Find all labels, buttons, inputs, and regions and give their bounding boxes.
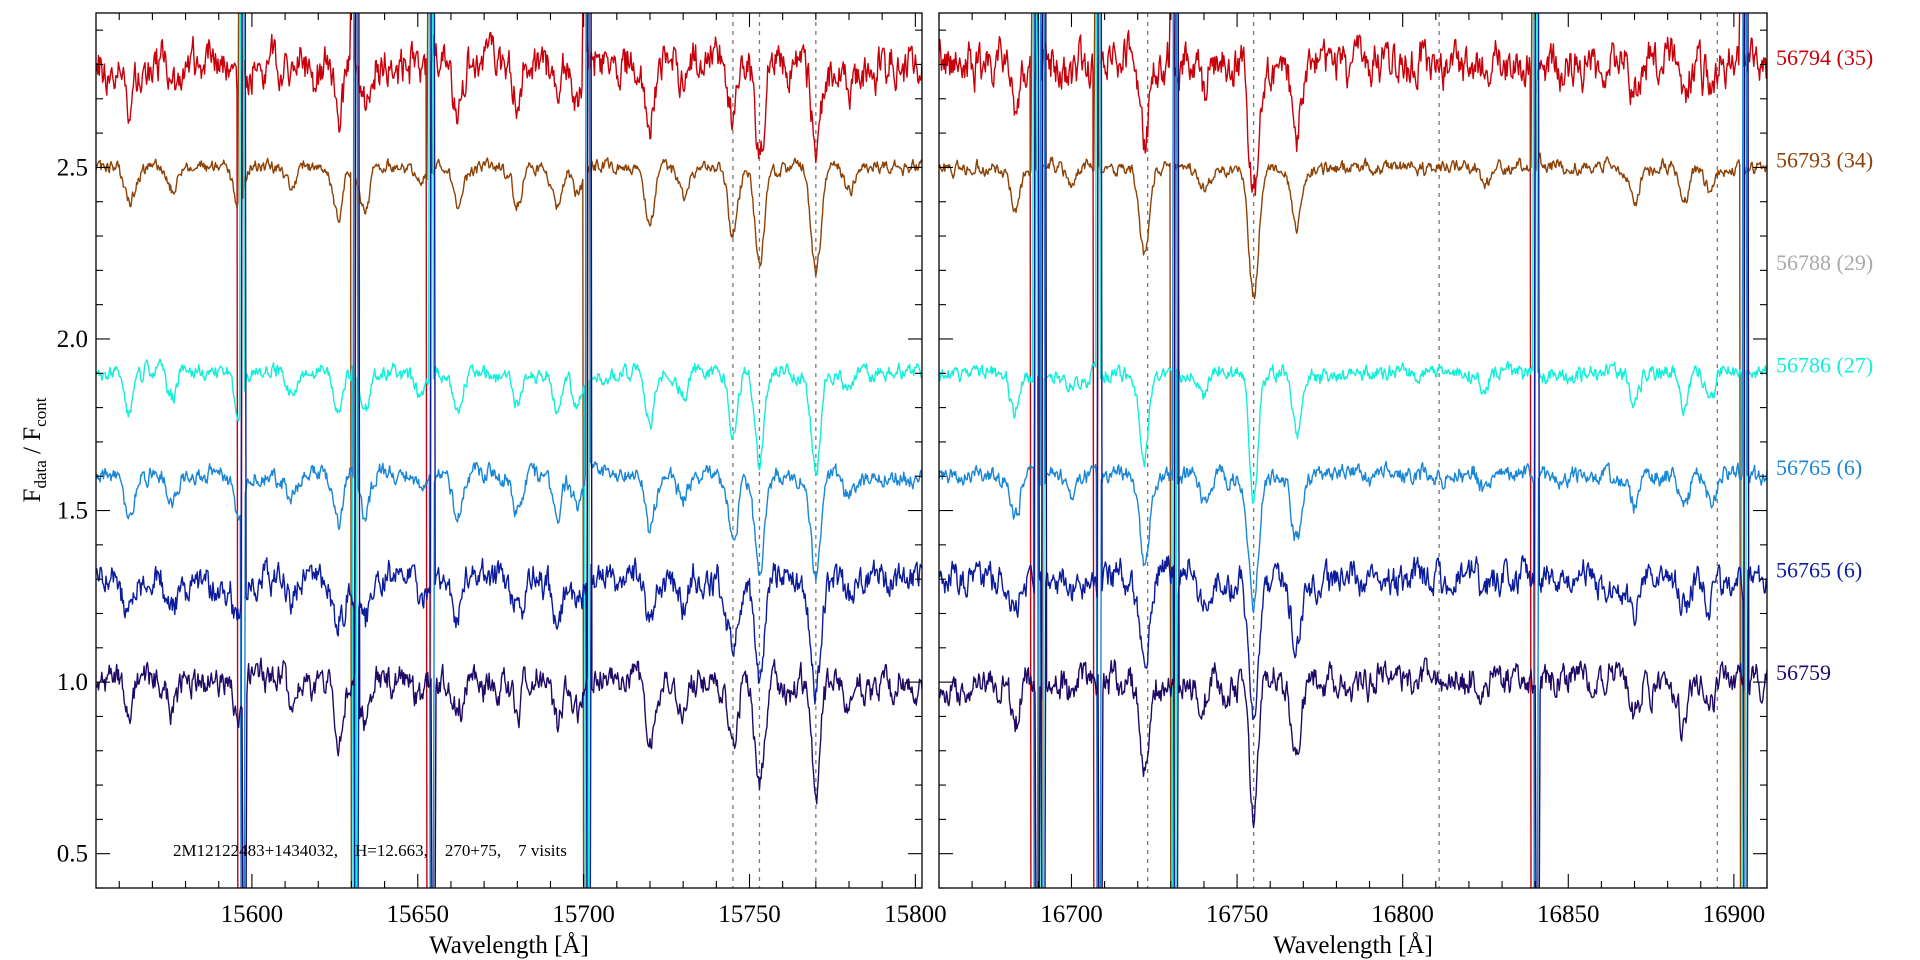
spectrum-line-56765-6 (939, 13, 1767, 888)
spectrum-line-56765-6 (939, 13, 1767, 888)
y-tick-label: 2.5 (57, 154, 88, 181)
x-tick-label: 16750 (1206, 901, 1269, 928)
spectrum-line-56786-27 (96, 13, 922, 888)
x-tick-label: 16700 (1040, 901, 1103, 928)
y-tick-label: 1.5 (57, 498, 88, 525)
x-tick-label: 15600 (221, 901, 284, 928)
right-panel: 16700 16750 16800 16850 16900 (938, 12, 1768, 928)
legend-label: 56793 (34) (1776, 148, 1873, 173)
x-axis-label-right: Wavelength [Å] (1273, 932, 1433, 959)
spectrum-line-56786-27 (939, 13, 1767, 888)
spectrum-line-56793-34 (939, 13, 1767, 888)
legend-label: 56794 (35) (1776, 45, 1873, 70)
y-tick-label: 2.0 (57, 326, 88, 353)
x-axis-label-left: Wavelength [Å] (429, 932, 589, 959)
x-tick-label: 16850 (1537, 901, 1600, 928)
x-tick-label: 16900 (1703, 901, 1766, 928)
plot-area (96, 13, 922, 888)
axis-frame (95, 12, 923, 889)
y-axis-label: Fdata / Fcont (19, 397, 50, 502)
plot-area (939, 13, 1767, 888)
spectrum-line-56759 (96, 13, 922, 888)
legend-label: 56788 (29) (1776, 250, 1873, 275)
axis-frame (938, 12, 1768, 889)
legend-label: 56765 (6) (1776, 558, 1862, 583)
spectrum-line-56794-35 (96, 13, 922, 888)
legend-label: 56786 (27) (1776, 353, 1873, 378)
spectrum-line-56765-6 (96, 13, 922, 888)
spectrum-line-56765-6 (96, 13, 922, 888)
star-annotation: 2M12122483+1434032, H=12.663, 270+75, 7 … (173, 841, 567, 860)
legend-label: 56765 (6) (1776, 455, 1862, 480)
y-tick-label: 1.0 (57, 669, 88, 696)
x-tick-label: 15800 (884, 901, 947, 928)
x-tick-label: 15750 (718, 901, 781, 928)
left-panel: 15600 15650 15700 15750 15800 0.5 1.0 1.5 2.0 2.5 (57, 12, 947, 928)
legend-label: 56759 (1776, 660, 1831, 685)
spectrum-line-56793-34 (96, 13, 922, 888)
spectrum-line-56794-35 (939, 13, 1767, 888)
x-tick-label: 15650 (387, 901, 450, 928)
y-tick-label: 0.5 (57, 841, 88, 868)
legend: 56794 (35) 56793 (34) 56788 (29) 56786 (27)… (1776, 45, 1873, 685)
x-tick-label: 15700 (552, 901, 615, 928)
spectrum-line-56759 (939, 13, 1767, 888)
x-tick-label: 16800 (1371, 901, 1434, 928)
